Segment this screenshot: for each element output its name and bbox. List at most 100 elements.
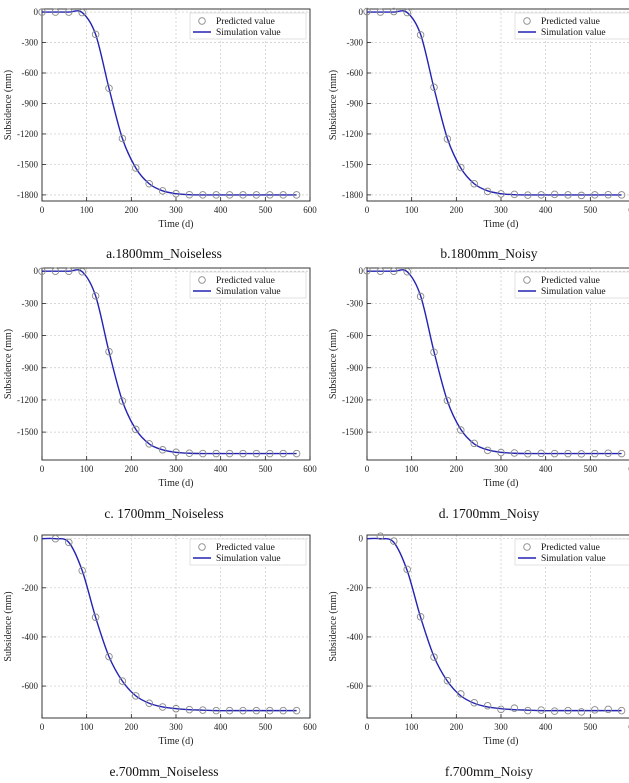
predicted-point bbox=[105, 652, 113, 661]
x-tick-label: 500 bbox=[259, 722, 273, 732]
predicted-point bbox=[252, 191, 261, 199]
predicted-point bbox=[225, 449, 234, 458]
y-tick-label: -900 bbox=[22, 98, 39, 108]
legend-label-predicted: Predicted value bbox=[541, 543, 600, 553]
y-axis-label: Subsidence (mm) bbox=[3, 591, 14, 661]
y-tick-label: -300 bbox=[347, 298, 364, 308]
x-tick-label: 400 bbox=[214, 205, 228, 215]
legend-marker-predicted bbox=[198, 276, 206, 284]
y-tick-label: -1500 bbox=[17, 159, 38, 169]
predicted-point bbox=[430, 653, 438, 661]
legend-marker-predicted bbox=[198, 17, 206, 25]
y-tick-label: -400 bbox=[22, 632, 39, 642]
x-axis-label: Time (d) bbox=[159, 219, 194, 230]
x-tick-label: 400 bbox=[539, 722, 553, 732]
predicted-point bbox=[38, 267, 46, 275]
predicted-point bbox=[145, 440, 153, 448]
predicted-point bbox=[292, 191, 301, 199]
predicted-point bbox=[617, 449, 626, 458]
y-tick-label: -600 bbox=[22, 68, 39, 78]
y-axis-label: Subsidence (mm) bbox=[328, 329, 339, 399]
y-tick-label: 0 bbox=[34, 266, 39, 276]
predicted-point bbox=[279, 191, 287, 199]
x-axis-label: Time (d) bbox=[484, 219, 519, 230]
legend-label-predicted: Predicted value bbox=[541, 276, 600, 286]
chart-panel-2: 01002003004005006000-300-600-900-1200-15… bbox=[328, 7, 629, 261]
predicted-point bbox=[483, 446, 492, 455]
panel-caption: b.1800mm_Noisy bbox=[440, 246, 537, 261]
legend-label-predicted: Predicted value bbox=[216, 276, 275, 286]
y-tick-label: 0 bbox=[34, 7, 39, 17]
predicted-point bbox=[266, 706, 274, 715]
simulation-line bbox=[42, 10, 297, 196]
legend-box bbox=[514, 271, 629, 299]
panel-caption: a.1800mm_Noiseless bbox=[106, 246, 222, 261]
x-tick-label: 100 bbox=[405, 205, 419, 215]
predicted-point bbox=[65, 8, 73, 16]
predicted-point bbox=[403, 8, 411, 17]
legend-label-predicted: Predicted value bbox=[541, 17, 600, 27]
predicted-point bbox=[416, 31, 425, 39]
predicted-point bbox=[497, 705, 505, 714]
predicted-point bbox=[604, 190, 612, 199]
predicted-point bbox=[376, 532, 385, 540]
predicted-point bbox=[145, 179, 153, 188]
x-tick-label: 400 bbox=[214, 464, 228, 474]
predicted-point bbox=[158, 187, 167, 195]
panel-caption: f.700mm_Noisy bbox=[445, 764, 533, 779]
x-tick-label: 500 bbox=[584, 722, 598, 732]
x-tick-label: 500 bbox=[584, 464, 598, 474]
x-axis-label: Time (d) bbox=[484, 478, 519, 489]
predicted-point bbox=[51, 267, 60, 275]
y-tick-label: -1200 bbox=[342, 395, 363, 405]
y-axis-label: Subsidence (mm) bbox=[328, 70, 339, 140]
x-tick-label: 0 bbox=[365, 464, 370, 474]
y-tick-label: -1800 bbox=[342, 190, 363, 200]
predicted-point bbox=[443, 396, 452, 405]
predicted-point bbox=[497, 190, 505, 198]
predicted-point bbox=[91, 613, 100, 622]
y-tick-label: -1200 bbox=[342, 129, 363, 139]
y-tick-label: -900 bbox=[22, 363, 39, 373]
predicted-point bbox=[537, 449, 545, 458]
legend-label-simulation: Simulation value bbox=[216, 554, 281, 564]
y-tick-label: -200 bbox=[22, 583, 39, 593]
x-tick-label: 300 bbox=[494, 722, 508, 732]
predicted-point bbox=[457, 163, 465, 172]
predicted-point bbox=[470, 179, 478, 188]
predicted-point bbox=[279, 449, 287, 458]
predicted-point bbox=[537, 191, 545, 199]
predicted-point bbox=[537, 706, 545, 714]
predicted-point bbox=[591, 191, 599, 199]
predicted-point bbox=[390, 537, 398, 545]
y-tick-label: -300 bbox=[347, 38, 364, 48]
x-tick-label: 300 bbox=[169, 722, 183, 732]
x-tick-label: 300 bbox=[169, 205, 183, 215]
predicted-point bbox=[51, 8, 60, 16]
predicted-point bbox=[577, 450, 586, 458]
predicted-point bbox=[363, 7, 371, 16]
predicted-point bbox=[577, 708, 586, 716]
y-tick-label: -300 bbox=[22, 38, 39, 48]
panel-caption: d. 1700mm_Noisy bbox=[439, 506, 540, 521]
y-tick-label: -1200 bbox=[17, 395, 38, 405]
legend-label-simulation: Simulation value bbox=[541, 28, 606, 38]
predicted-point bbox=[65, 538, 73, 547]
y-tick-label: 0 bbox=[359, 534, 364, 544]
predicted-point bbox=[279, 706, 287, 715]
predicted-point bbox=[617, 191, 626, 199]
chart-panel-5: 0 100 200 300 400 500 600 0 -200 -400 -600 Time (d)… bbox=[3, 534, 317, 779]
x-tick-label: 100 bbox=[80, 722, 94, 732]
predicted-point bbox=[564, 449, 572, 458]
predicted-point bbox=[239, 191, 247, 199]
predicted-point bbox=[550, 190, 559, 199]
x-tick-label: 200 bbox=[450, 722, 464, 732]
x-tick-label: 100 bbox=[405, 464, 419, 474]
x-tick-label: 200 bbox=[450, 205, 464, 215]
predicted-point bbox=[118, 677, 127, 685]
simulation-line bbox=[366, 537, 622, 712]
predicted-point bbox=[292, 449, 301, 458]
predicted-point bbox=[390, 267, 398, 275]
predicted-point bbox=[105, 84, 113, 92]
predicted-point bbox=[225, 191, 234, 199]
